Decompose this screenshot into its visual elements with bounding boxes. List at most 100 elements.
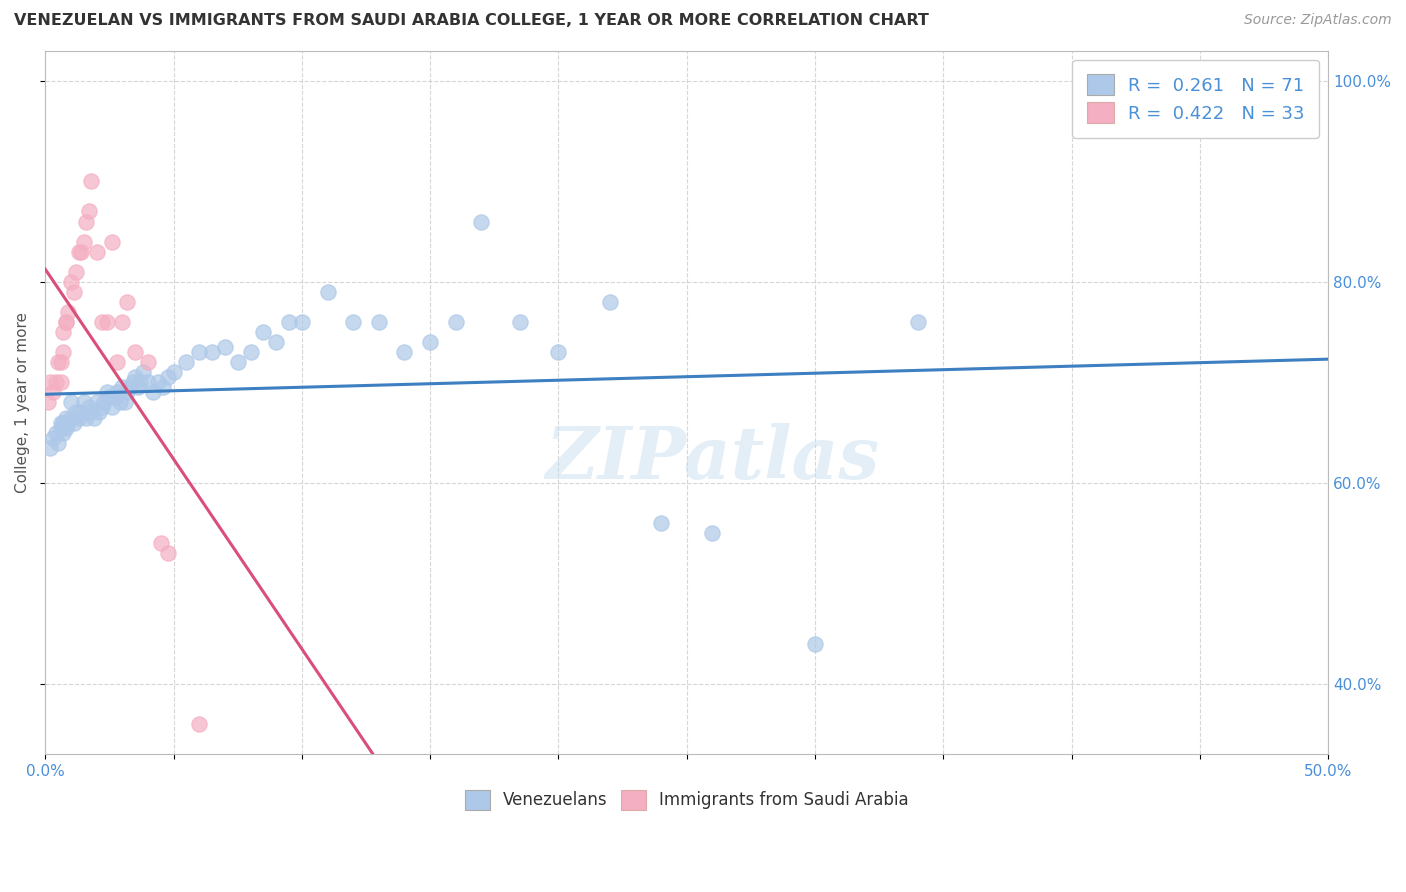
Point xyxy=(702,526,724,541)
Point xyxy=(226,355,249,369)
Point xyxy=(58,416,80,430)
Y-axis label: College, 1 year or more: College, 1 year or more xyxy=(15,312,30,493)
Point xyxy=(105,385,128,400)
Point xyxy=(52,425,75,440)
Point xyxy=(62,285,84,299)
Point xyxy=(75,410,97,425)
Point xyxy=(96,315,118,329)
Point xyxy=(124,345,146,359)
Point xyxy=(52,416,75,430)
Point xyxy=(188,717,211,731)
Point xyxy=(46,355,69,369)
Point xyxy=(77,401,100,415)
Point xyxy=(121,376,143,390)
Point xyxy=(162,365,184,379)
Point xyxy=(316,285,339,299)
Point xyxy=(129,376,152,390)
Point xyxy=(142,385,165,400)
Text: ZIPatlas: ZIPatlas xyxy=(546,423,879,494)
Point xyxy=(73,395,96,409)
Point xyxy=(59,275,82,289)
Point xyxy=(214,340,236,354)
Point xyxy=(136,355,159,369)
Point xyxy=(101,235,124,249)
Point xyxy=(98,391,121,405)
Point xyxy=(118,380,141,394)
Text: VENEZUELAN VS IMMIGRANTS FROM SAUDI ARABIA COLLEGE, 1 YEAR OR MORE CORRELATION C: VENEZUELAN VS IMMIGRANTS FROM SAUDI ARAB… xyxy=(14,13,929,29)
Point xyxy=(93,395,115,409)
Point xyxy=(52,325,75,339)
Point xyxy=(55,315,77,329)
Point xyxy=(58,305,80,319)
Point xyxy=(55,420,77,434)
Point xyxy=(146,376,169,390)
Point xyxy=(65,265,87,279)
Point xyxy=(201,345,224,359)
Point xyxy=(55,410,77,425)
Point xyxy=(67,410,90,425)
Point xyxy=(70,405,93,419)
Point xyxy=(90,401,112,415)
Point xyxy=(55,315,77,329)
Point xyxy=(90,315,112,329)
Point xyxy=(86,395,108,409)
Point xyxy=(157,370,180,384)
Point xyxy=(45,425,67,440)
Point xyxy=(37,395,59,409)
Point xyxy=(111,380,134,394)
Point xyxy=(49,355,72,369)
Point xyxy=(804,637,827,651)
Point xyxy=(59,395,82,409)
Point xyxy=(111,315,134,329)
Point xyxy=(65,405,87,419)
Point xyxy=(342,315,364,329)
Point xyxy=(89,405,111,419)
Point xyxy=(152,380,174,394)
Point xyxy=(252,325,274,339)
Point xyxy=(127,380,149,394)
Point xyxy=(49,420,72,434)
Point xyxy=(509,315,531,329)
Point xyxy=(86,244,108,259)
Point xyxy=(70,244,93,259)
Point xyxy=(114,395,136,409)
Point xyxy=(46,435,69,450)
Point xyxy=(291,315,314,329)
Point xyxy=(80,405,103,419)
Point xyxy=(117,294,139,309)
Point xyxy=(42,431,65,445)
Point xyxy=(136,376,159,390)
Point xyxy=(101,401,124,415)
Text: Source: ZipAtlas.com: Source: ZipAtlas.com xyxy=(1244,13,1392,28)
Point xyxy=(239,345,262,359)
Point xyxy=(650,516,672,530)
Point xyxy=(42,385,65,400)
Point xyxy=(394,345,416,359)
Point xyxy=(264,335,287,350)
Point xyxy=(75,214,97,228)
Point xyxy=(278,315,301,329)
Point xyxy=(599,294,621,309)
Point xyxy=(108,395,131,409)
Point xyxy=(157,546,180,560)
Point xyxy=(45,376,67,390)
Point xyxy=(59,410,82,425)
Point xyxy=(176,355,198,369)
Point xyxy=(419,335,441,350)
Point xyxy=(96,385,118,400)
Point xyxy=(132,365,155,379)
Point xyxy=(83,410,105,425)
Point xyxy=(124,370,146,384)
Point xyxy=(907,315,929,329)
Point xyxy=(367,315,389,329)
Point xyxy=(444,315,467,329)
Point xyxy=(77,204,100,219)
Point xyxy=(67,244,90,259)
Point xyxy=(49,416,72,430)
Legend: Venezuelans, Immigrants from Saudi Arabia: Venezuelans, Immigrants from Saudi Arabi… xyxy=(458,784,915,816)
Point xyxy=(39,376,62,390)
Point xyxy=(547,345,569,359)
Point xyxy=(470,214,492,228)
Point xyxy=(52,345,75,359)
Point xyxy=(39,441,62,455)
